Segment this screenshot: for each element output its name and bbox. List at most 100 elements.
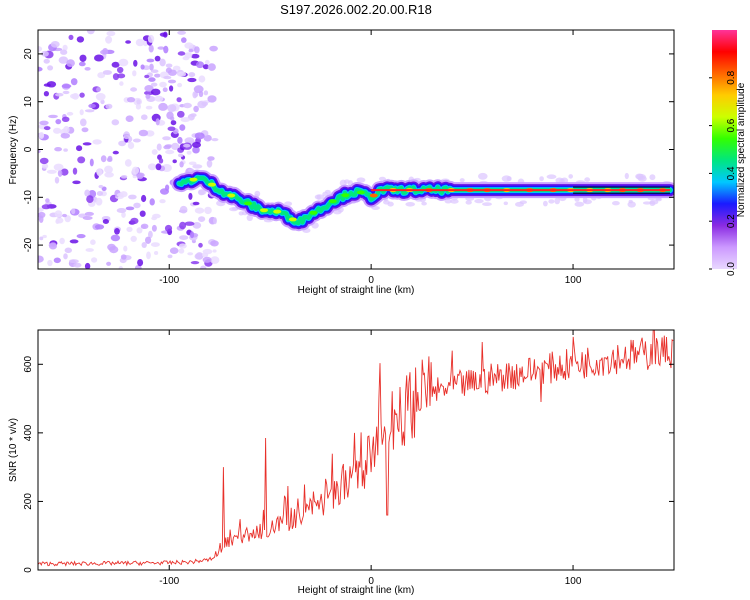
noise-blob (151, 149, 158, 155)
noise-blob (43, 126, 51, 131)
noise-blob (170, 116, 175, 121)
noise-blob (91, 257, 98, 263)
halo-blob (543, 200, 548, 207)
snr-ylabel: SNR (10 * v/v) (8, 418, 19, 482)
noise-blob (79, 109, 84, 116)
noise-blob (190, 53, 200, 59)
spectral-noise-cloud (38, 30, 671, 269)
noise-blob (90, 239, 96, 245)
noise-blob (202, 252, 209, 258)
noise-blob (133, 59, 138, 67)
noise-blob (125, 40, 131, 44)
noise-blob (148, 230, 153, 239)
snr-xtick-label: 100 (565, 576, 582, 587)
snr-frame (37, 329, 675, 571)
noise-blob (117, 66, 124, 74)
noise-blob (167, 126, 176, 132)
noise-blob (192, 146, 200, 154)
noise-blob (178, 243, 187, 249)
noise-blob (207, 156, 215, 161)
noise-blob (140, 223, 149, 229)
colorbar-gradient (712, 30, 737, 269)
noise-blob (181, 37, 187, 43)
noise-blob (169, 247, 179, 254)
ridge-hotspot (260, 208, 268, 213)
noise-blob (95, 93, 106, 101)
noise-blob (187, 252, 194, 256)
noise-blob (177, 71, 187, 77)
snr-ticks: -100 0 100 0 200 400 600 (23, 330, 674, 587)
noise-blob (163, 75, 172, 80)
noise-blob (46, 169, 57, 174)
halo-blob (482, 202, 492, 207)
halo-blob (546, 174, 557, 179)
noise-blob (63, 126, 70, 134)
noise-blob (162, 136, 171, 141)
noise-blob (96, 87, 101, 92)
halo-blob (316, 194, 321, 200)
noise-blob (183, 143, 191, 148)
noise-blob (136, 173, 144, 180)
noise-blob (60, 132, 70, 139)
noise-blob (84, 109, 95, 113)
halo-blob (539, 176, 544, 182)
noise-blob (39, 236, 44, 241)
noise-blob (54, 176, 60, 184)
noise-blob (167, 104, 177, 112)
noise-blob (163, 145, 171, 150)
noise-blob (165, 63, 173, 68)
noise-blob (189, 231, 195, 239)
ridge-hotspot (328, 199, 337, 204)
noise-blob (49, 242, 57, 250)
noise-blob (63, 253, 68, 260)
halo-blob (322, 191, 329, 197)
noise-blob (117, 192, 124, 198)
noise-blob (54, 210, 63, 218)
colorbar-tick-label: 0.2 (726, 214, 737, 228)
noise-blob (163, 31, 168, 38)
noise-blob (110, 234, 121, 242)
noise-blob (144, 74, 150, 79)
noise-blob (132, 70, 137, 77)
noise-blob (54, 147, 62, 152)
halo-blob (450, 199, 459, 204)
ridge-hotspot (309, 210, 318, 215)
noise-blob (71, 208, 76, 215)
noise-blob (62, 213, 67, 218)
noise-blob (127, 141, 135, 150)
noise-blob (194, 207, 205, 214)
noise-blob (179, 221, 187, 230)
colorbar-tick-label: 0.8 (726, 70, 737, 84)
noise-blob (180, 117, 191, 123)
noise-blob (162, 87, 168, 92)
noise-blob (38, 66, 43, 72)
noise-blob (204, 206, 212, 215)
colorbar: 0.0 0.2 0.4 0.6 0.8 Normalized spectral ampl… (709, 30, 747, 276)
colorbar-tick-label: 0.4 (726, 166, 737, 180)
noise-blob (112, 73, 120, 81)
noise-blob (186, 150, 192, 155)
noise-blob (61, 84, 72, 89)
halo-blob (459, 178, 465, 183)
halo-blob (284, 201, 293, 207)
colorbar-tick-label: 0.0 (726, 262, 737, 276)
noise-blob (112, 150, 119, 155)
noise-blob (102, 48, 109, 55)
noise-blob (38, 207, 44, 212)
noise-blob (170, 120, 177, 126)
noise-blob (158, 158, 164, 164)
noise-blob (144, 85, 154, 92)
noise-blob (105, 103, 113, 109)
halo-blob (356, 177, 366, 183)
noise-blob (118, 265, 123, 269)
halo-blob (378, 176, 386, 181)
noise-blob (128, 194, 137, 200)
noise-blob (145, 105, 153, 110)
noise-blob (105, 35, 113, 44)
noise-blob (85, 248, 94, 252)
noise-blob (198, 242, 203, 248)
noise-blob (59, 237, 65, 245)
noise-blob (57, 169, 63, 177)
colorbar-ticks: 0.0 0.2 0.4 0.6 0.8 (709, 70, 737, 276)
noise-blob (73, 262, 82, 268)
